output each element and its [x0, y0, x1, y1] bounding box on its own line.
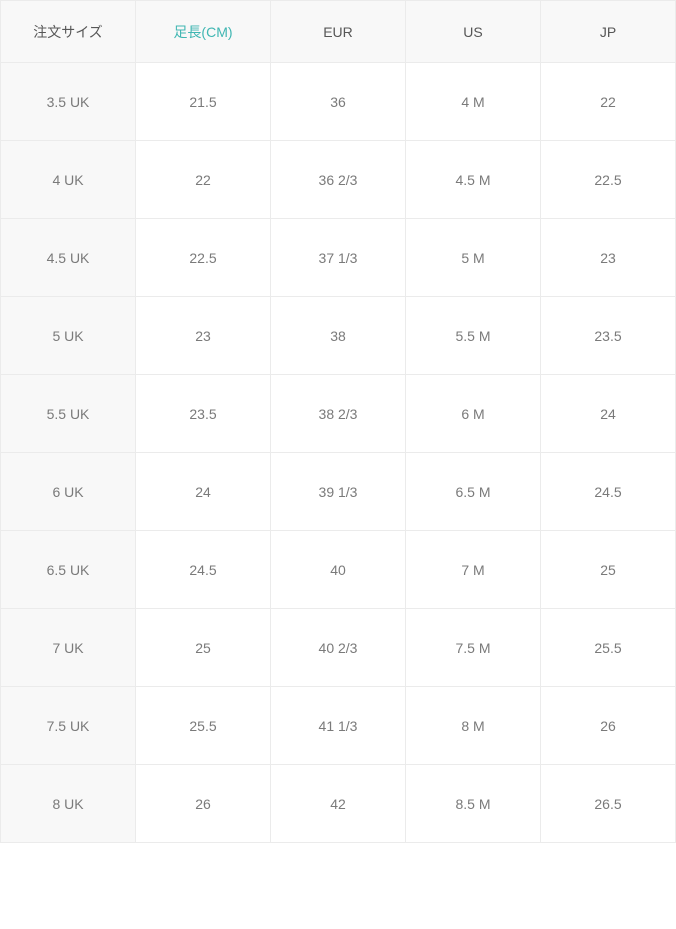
table-row: 6 UK 24 39 1/3 6.5 M 24.5 — [1, 453, 676, 531]
cell-eur: 36 — [271, 63, 406, 141]
cell-order-size: 5 UK — [1, 297, 136, 375]
cell-jp: 24 — [541, 375, 676, 453]
header-row: 注文サイズ 足長(CM) EUR US JP — [1, 1, 676, 63]
table-row: 5 UK 23 38 5.5 M 23.5 — [1, 297, 676, 375]
cell-order-size: 3.5 UK — [1, 63, 136, 141]
col-header-foot-length: 足長(CM) — [136, 1, 271, 63]
cell-foot-length: 24 — [136, 453, 271, 531]
table-row: 4.5 UK 22.5 37 1/3 5 M 23 — [1, 219, 676, 297]
cell-foot-length: 26 — [136, 765, 271, 843]
cell-eur: 37 1/3 — [271, 219, 406, 297]
cell-jp: 26 — [541, 687, 676, 765]
cell-us: 4 M — [406, 63, 541, 141]
cell-eur: 41 1/3 — [271, 687, 406, 765]
cell-jp: 22.5 — [541, 141, 676, 219]
cell-us: 6 M — [406, 375, 541, 453]
cell-eur: 40 — [271, 531, 406, 609]
cell-foot-length: 22 — [136, 141, 271, 219]
cell-eur: 38 2/3 — [271, 375, 406, 453]
cell-order-size: 5.5 UK — [1, 375, 136, 453]
cell-us: 5.5 M — [406, 297, 541, 375]
table-row: 4 UK 22 36 2/3 4.5 M 22.5 — [1, 141, 676, 219]
cell-us: 6.5 M — [406, 453, 541, 531]
cell-foot-length: 23.5 — [136, 375, 271, 453]
table-row: 3.5 UK 21.5 36 4 M 22 — [1, 63, 676, 141]
cell-order-size: 4.5 UK — [1, 219, 136, 297]
cell-eur: 36 2/3 — [271, 141, 406, 219]
cell-eur: 40 2/3 — [271, 609, 406, 687]
cell-order-size: 7 UK — [1, 609, 136, 687]
cell-foot-length: 25 — [136, 609, 271, 687]
cell-us: 5 M — [406, 219, 541, 297]
cell-jp: 25.5 — [541, 609, 676, 687]
cell-foot-length: 23 — [136, 297, 271, 375]
cell-us: 7.5 M — [406, 609, 541, 687]
col-header-jp: JP — [541, 1, 676, 63]
cell-foot-length: 22.5 — [136, 219, 271, 297]
table-header: 注文サイズ 足長(CM) EUR US JP — [1, 1, 676, 63]
cell-eur: 39 1/3 — [271, 453, 406, 531]
table-body: 3.5 UK 21.5 36 4 M 22 4 UK 22 36 2/3 4.5… — [1, 63, 676, 843]
cell-us: 7 M — [406, 531, 541, 609]
cell-jp: 25 — [541, 531, 676, 609]
table-row: 5.5 UK 23.5 38 2/3 6 M 24 — [1, 375, 676, 453]
cell-us: 8.5 M — [406, 765, 541, 843]
cell-jp: 26.5 — [541, 765, 676, 843]
table-row: 6.5 UK 24.5 40 7 M 25 — [1, 531, 676, 609]
size-conversion-table: 注文サイズ 足長(CM) EUR US JP 3.5 UK 21.5 36 4 … — [0, 0, 676, 843]
cell-jp: 23 — [541, 219, 676, 297]
cell-foot-length: 24.5 — [136, 531, 271, 609]
col-header-us: US — [406, 1, 541, 63]
cell-order-size: 4 UK — [1, 141, 136, 219]
table-row: 7.5 UK 25.5 41 1/3 8 M 26 — [1, 687, 676, 765]
table-row: 7 UK 25 40 2/3 7.5 M 25.5 — [1, 609, 676, 687]
cell-order-size: 6 UK — [1, 453, 136, 531]
cell-order-size: 8 UK — [1, 765, 136, 843]
cell-us: 4.5 M — [406, 141, 541, 219]
cell-jp: 22 — [541, 63, 676, 141]
col-header-eur: EUR — [271, 1, 406, 63]
table-row: 8 UK 26 42 8.5 M 26.5 — [1, 765, 676, 843]
cell-us: 8 M — [406, 687, 541, 765]
cell-jp: 24.5 — [541, 453, 676, 531]
cell-eur: 38 — [271, 297, 406, 375]
cell-order-size: 7.5 UK — [1, 687, 136, 765]
cell-foot-length: 25.5 — [136, 687, 271, 765]
cell-eur: 42 — [271, 765, 406, 843]
cell-order-size: 6.5 UK — [1, 531, 136, 609]
cell-jp: 23.5 — [541, 297, 676, 375]
col-header-order-size: 注文サイズ — [1, 1, 136, 63]
cell-foot-length: 21.5 — [136, 63, 271, 141]
